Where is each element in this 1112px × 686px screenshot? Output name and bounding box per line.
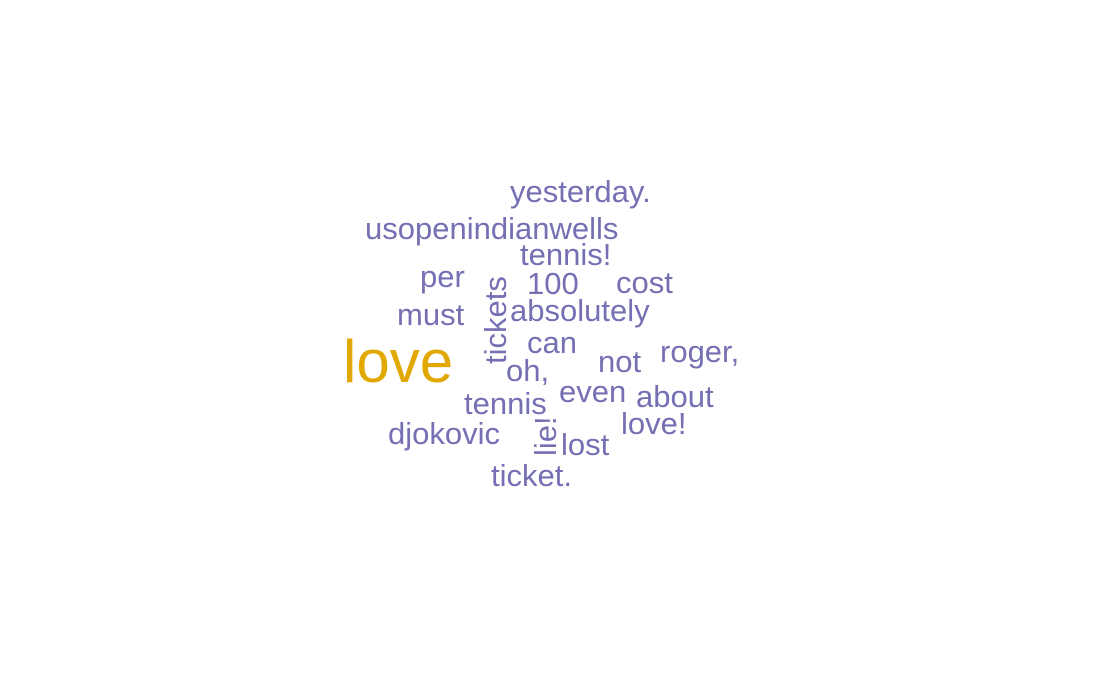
word-0: love	[343, 328, 453, 395]
word-9: absolutely	[510, 293, 650, 328]
word-18: djokovic	[388, 416, 500, 451]
word-13: oh,	[506, 353, 549, 388]
word-15: about	[636, 379, 714, 414]
word-4: per	[420, 259, 465, 294]
word-12: roger,	[660, 334, 739, 369]
word-7: tickets	[478, 276, 513, 364]
word-1: yesterday.	[510, 174, 651, 209]
word-11: not	[598, 344, 641, 379]
word-5: 100	[527, 266, 579, 301]
word-19: lie!	[528, 416, 563, 456]
word-10: can	[527, 325, 577, 360]
word-20: lost	[561, 427, 610, 462]
word-17: love!	[621, 406, 686, 441]
word-6: cost	[616, 265, 673, 300]
word-14: even	[559, 374, 626, 409]
word-2: usopenindianwells	[365, 211, 618, 246]
word-3: tennis!	[520, 237, 611, 272]
word-8: must	[397, 297, 465, 332]
word-16: tennis	[464, 386, 547, 421]
word-21: ticket.	[491, 458, 572, 493]
